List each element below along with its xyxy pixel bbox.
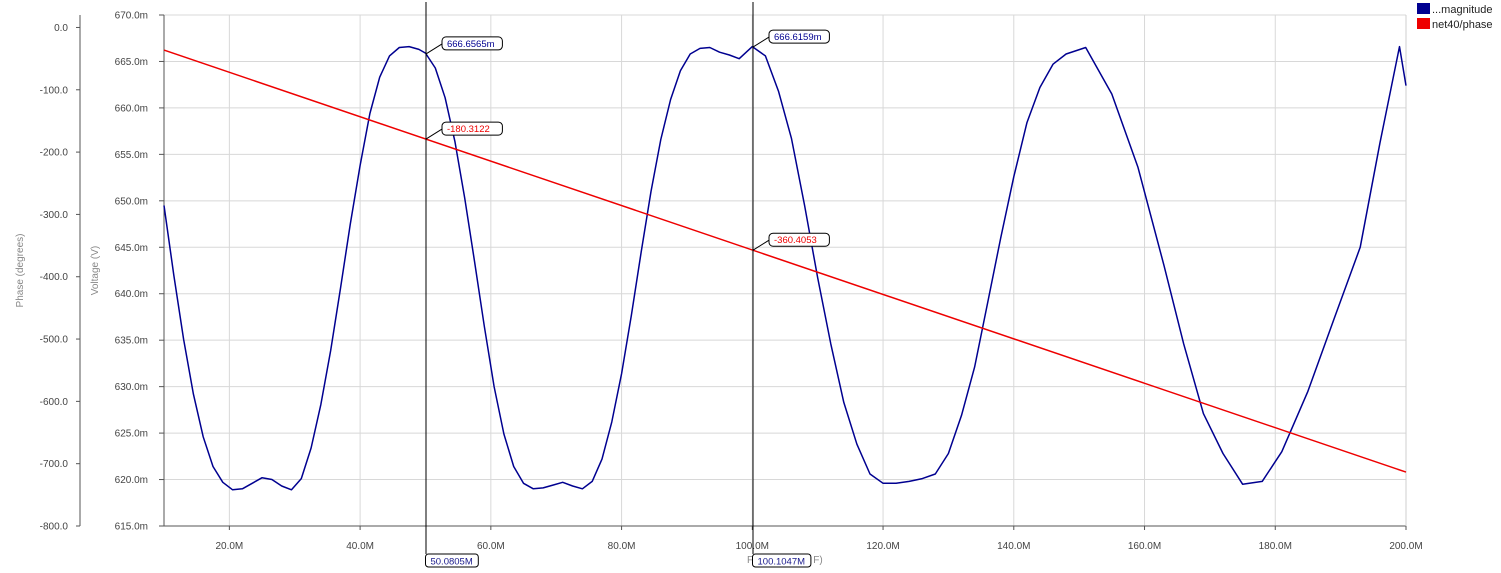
x-tick-label: 120.0M xyxy=(866,541,899,552)
marker-label-box xyxy=(441,121,503,136)
voltage-tick-label: 630.0m xyxy=(115,382,148,393)
cursor-layer[interactable]: 50.0805M 100.1047M xyxy=(424,2,812,568)
x-tick-label: 100.0M xyxy=(736,541,769,552)
legend-label: ...magnitude xyxy=(1432,4,1493,16)
voltage-tick-label: 665.0m xyxy=(115,57,148,68)
phase-tick-label: -200.0 xyxy=(40,148,69,159)
marker-label-text: -180.3122 xyxy=(447,124,490,135)
legend-item-0[interactable]: ...magnitude xyxy=(1417,3,1493,16)
marker-layer: 666.6565m 666.6159m -180.3122 -360.4053 xyxy=(425,29,830,251)
voltage-tick-label: 650.0m xyxy=(115,196,148,207)
phase-tick-label: 0.0 xyxy=(54,23,68,34)
cursor-label-1[interactable]: 100.1047M xyxy=(752,553,812,568)
phase-tick-label: -700.0 xyxy=(40,459,69,470)
voltage-tick-label: 660.0m xyxy=(115,103,148,114)
marker-leader xyxy=(425,43,443,55)
marker-1-0: -180.3122 xyxy=(425,121,503,140)
cursor-label-box xyxy=(424,553,479,568)
x-tick-label: 140.0M xyxy=(997,541,1030,552)
marker-label-text: 666.6565m xyxy=(447,39,495,50)
series-layer xyxy=(163,45,1407,491)
phase-tick-label: -500.0 xyxy=(40,335,69,346)
plot-area xyxy=(164,15,1406,526)
voltage-tick-label: 640.0m xyxy=(115,289,148,300)
marker-0-1: 666.6159m xyxy=(752,29,830,48)
legend-swatch xyxy=(1417,18,1430,29)
marker-label-text: -360.4053 xyxy=(774,235,817,246)
x-tick-label: 180.0M xyxy=(1259,541,1292,552)
marker-leader xyxy=(752,36,770,48)
x-tick-label: 160.0M xyxy=(1128,541,1161,552)
x-tick-label: 200.0M xyxy=(1389,541,1422,552)
x-tick-label: 40.0M xyxy=(346,541,374,552)
phase-tick-label: -300.0 xyxy=(40,210,69,221)
phase-tick-label: -800.0 xyxy=(40,522,69,533)
cursor-label-text: 100.1047M xyxy=(758,557,806,568)
marker-leader xyxy=(425,128,443,140)
legend-item-1[interactable]: net40/phase xyxy=(1417,18,1493,31)
phase-tick-label: -100.0 xyxy=(40,85,69,96)
marker-1-1: -360.4053 xyxy=(752,232,830,251)
legend-swatch xyxy=(1417,3,1430,14)
voltage-axis-title: Voltage (V) xyxy=(90,246,101,295)
series-line-0 xyxy=(163,45,1407,491)
marker-label-box xyxy=(441,36,503,51)
x-axis-title: F xyxy=(747,555,753,566)
voltage-tick-label: 655.0m xyxy=(115,150,148,161)
legend[interactable]: ...magnitude net40/phase xyxy=(1417,3,1493,31)
marker-0-0: 666.6565m xyxy=(425,36,503,55)
voltage-tick-label: 635.0m xyxy=(115,336,148,347)
legend-label: net40/phase xyxy=(1432,19,1493,31)
x-tick-label: 60.0M xyxy=(477,541,505,552)
phase-tick-label: -600.0 xyxy=(40,397,69,408)
series-line-1 xyxy=(163,49,1407,473)
voltage-tick-label: 670.0m xyxy=(115,11,148,22)
cursor-label-text: 50.0805M xyxy=(430,557,472,568)
cursor-label-box xyxy=(752,553,812,568)
phase-axis-title: Phase (degrees) xyxy=(15,234,26,308)
axes-layer: 20.0M 40.0M 60.0M 80.0M 100.0M 120.0M 140.0M 16… xyxy=(15,11,1423,567)
cursor-label-0[interactable]: 50.0805M xyxy=(424,553,479,568)
voltage-tick-label: 625.0m xyxy=(115,429,148,440)
voltage-tick-label: 620.0m xyxy=(115,475,148,486)
voltage-tick-label: 645.0m xyxy=(115,243,148,254)
voltage-tick-label: 615.0m xyxy=(115,522,148,533)
phase-tick-label: -400.0 xyxy=(40,272,69,283)
x-tick-label: 20.0M xyxy=(215,541,243,552)
marker-label-text: 666.6159m xyxy=(774,32,822,43)
marker-leader xyxy=(752,239,770,251)
x-axis-title-suffix: F) xyxy=(813,555,822,566)
marker-label-box xyxy=(768,232,830,247)
marker-label-box xyxy=(768,29,830,44)
grid-layer xyxy=(164,14,1407,527)
x-tick-label: 80.0M xyxy=(608,541,636,552)
